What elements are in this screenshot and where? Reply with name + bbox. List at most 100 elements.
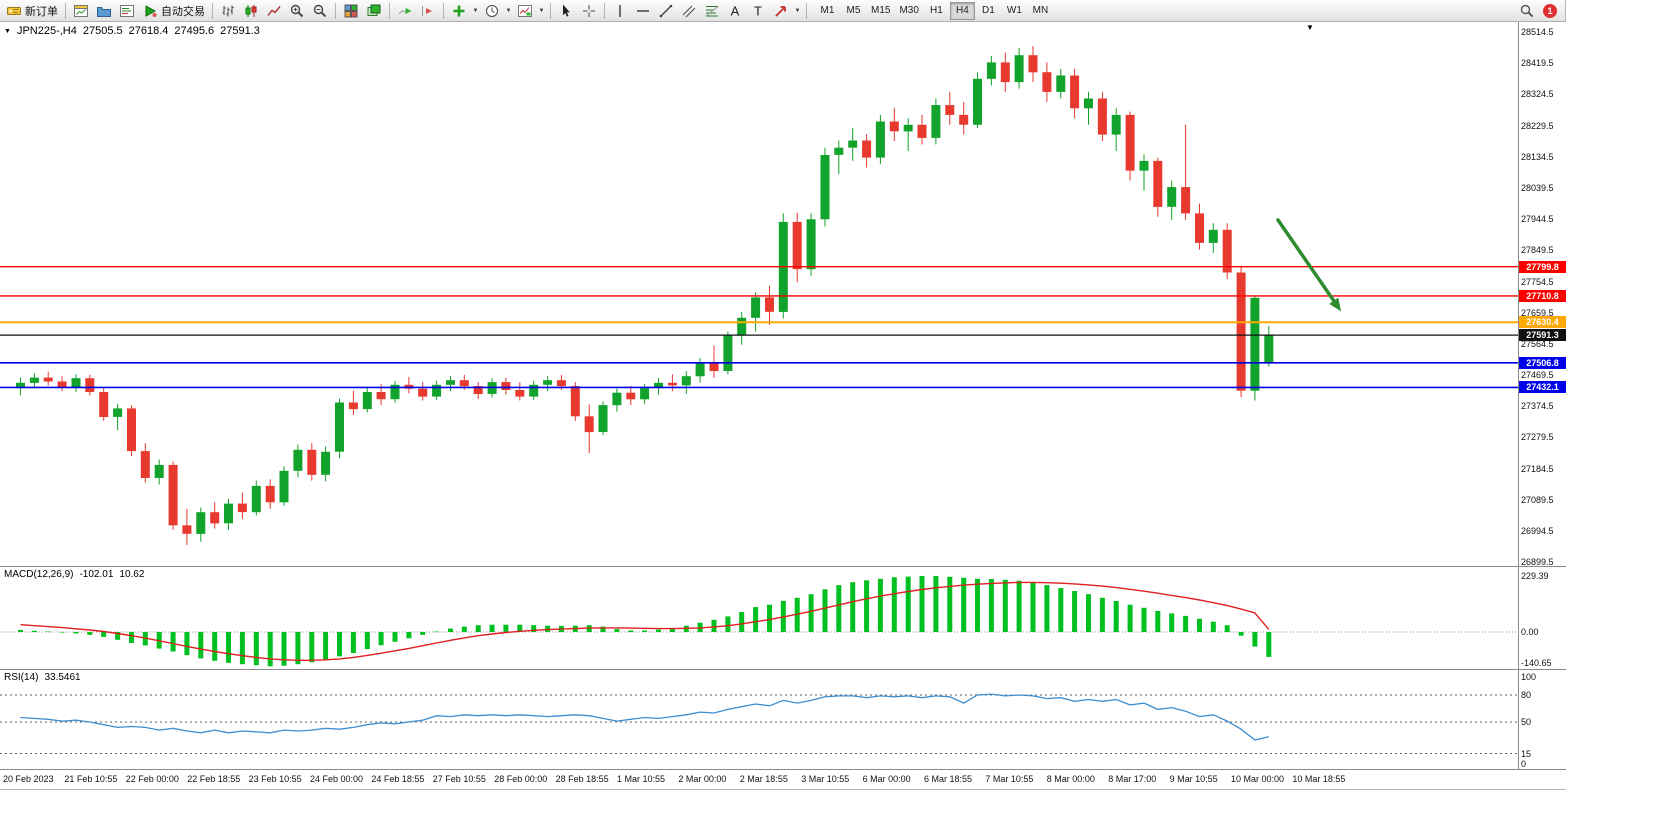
timeframe-m1[interactable]: M1 [815,2,840,20]
ohlc-open: 27505.5 [82,25,123,37]
time-axis-label: 24 Feb 00:00 [310,774,364,784]
time-axis-label: 27 Feb 10:55 [432,774,486,784]
toolbar: 新订单 自动交易 [0,0,1565,22]
trend-arrow-annotation[interactable] [1276,218,1342,312]
vertical-line-tool-button[interactable] [609,1,631,21]
macd-canvas [0,576,1518,667]
periods-button[interactable] [481,1,503,21]
new-order-button[interactable]: 新订单 [3,1,61,21]
rsi-axis-label: 80 [1521,690,1532,700]
timeframe-h1[interactable]: H1 [924,2,949,20]
toolbar-separator [443,2,444,19]
text-tool-button[interactable]: A [724,1,746,21]
price-level-tag: 27630.4 [1519,316,1566,329]
chart-shift-button[interactable] [417,1,439,21]
price-axis-label: 26994.5 [1521,526,1554,537]
price-axis-label: 27944.5 [1521,214,1554,225]
timeframe-m15[interactable]: M15 [867,2,894,20]
time-axis-label: 23 Feb 10:55 [248,774,302,784]
time-axis-label: 1 Mar 10:55 [617,774,666,784]
auto-trading-button[interactable]: 自动交易 [139,1,208,21]
rsi-label: RSI(14) 33.5461 [4,672,81,683]
candlestick-chart-button[interactable] [240,1,262,21]
horizontal-line-icon [637,9,649,12]
rsi-axis[interactable]: 100 80 50 15 0 [1518,670,1566,769]
search-button[interactable] [1516,1,1538,21]
templates-icon [518,4,532,17]
bar-chart-button[interactable] [217,1,239,21]
templates-button[interactable] [514,1,536,21]
channel-tool-button[interactable] [678,1,700,21]
trendline-tool-button[interactable] [655,1,677,21]
macd-histogram [18,576,1272,667]
new-order-label: 新订单 [25,5,58,18]
periods-dropdown-caret[interactable]: ▼ [505,7,512,14]
ohlc-close: 27591.3 [220,25,260,37]
rsi-line [20,693,1269,741]
macd-label: MACD(12,26,9) -102.01 10.62 [4,569,144,580]
rsi-plot[interactable]: RSI(14) 33.5461 [0,670,1518,769]
trendline-icon [659,4,673,17]
price-level-tag: 27506.8 [1519,356,1566,369]
auto-scroll-button[interactable] [394,1,416,21]
price-chart-plot[interactable]: ▼ JPN225-,H4 27505.5 27618.4 27495.6 275… [0,22,1518,566]
fibonacci-tool-button[interactable] [701,1,723,21]
indicators-plus-icon [453,5,465,16]
collapse-marker-icon[interactable]: ▼ [4,27,11,35]
time-axis-label: 3 Mar 10:55 [801,774,850,784]
arrows-icon [775,5,786,17]
price-axis-label: 27754.5 [1521,276,1554,287]
search-icon [1520,4,1534,17]
timeframe-m5[interactable]: M5 [841,2,866,20]
text-label-tool-button[interactable]: T [747,1,769,21]
macd-axis-label: 0.00 [1521,627,1539,637]
crosshair-tool-button[interactable] [578,1,600,21]
time-axis-label: 20 Feb 2023 [3,774,54,784]
timeframe-w1[interactable]: W1 [1002,2,1027,20]
profiles-folder-icon [97,6,111,17]
timeframe-h4[interactable]: H4 [949,1,975,20]
indicators-dropdown-caret[interactable]: ▼ [472,7,479,14]
chart-window-button[interactable] [70,1,92,21]
macd-plot[interactable]: MACD(12,26,9) -102.01 10.62 [0,567,1518,669]
timeframe-mn[interactable]: MN [1028,2,1053,20]
cascade-windows-button[interactable] [363,1,385,21]
arrows-dropdown-caret[interactable]: ▼ [794,7,801,14]
horizontal-line-tool-button[interactable] [632,1,654,21]
tile-windows-button[interactable] [340,1,362,21]
zoom-out-button[interactable] [309,1,331,21]
price-chart-canvas[interactable] [0,22,1518,566]
zoom-in-button[interactable] [286,1,308,21]
ohlc-low: 27495.6 [174,25,215,37]
price-axis-label: 28229.5 [1521,120,1554,131]
price-axis-label: 27089.5 [1521,494,1554,505]
price-axis[interactable]: 28514.5 28419.5 28324.5 28229.5 28134.5 28039… [1518,22,1566,567]
price-level-tag: 27799.8 [1519,260,1566,273]
time-axis-label: 7 Mar 10:55 [985,774,1034,784]
toolbar-separator [806,2,807,19]
timeframe-m30[interactable]: M30 [895,2,922,20]
price-axis-label: 27279.5 [1521,432,1554,443]
macd-panel: MACD(12,26,9) -102.01 10.62 229.39 0.00 -1… [0,566,1566,669]
rsi-panel: RSI(14) 33.5461 100 80 50 15 0 [0,669,1566,769]
time-axis[interactable]: 20 Feb 2023 21 Feb 10:55 22 Feb 00:00 22 Fe… [0,769,1566,789]
indicators-button[interactable] [448,1,470,21]
price-axis-label: 27659.5 [1521,307,1554,318]
price-axis-label: 27849.5 [1521,245,1554,256]
time-axis-label: 6 Mar 00:00 [862,774,911,784]
cursor-tool-button[interactable] [555,1,577,21]
line-chart-button[interactable] [263,1,285,21]
profiles-button[interactable] [93,1,115,21]
arrows-tool-button[interactable] [770,1,792,21]
price-level-tag: 27591.3 [1519,329,1566,342]
chart-shift-marker-icon[interactable]: ▼ [1306,23,1314,32]
market-watch-button[interactable] [116,1,138,21]
timeframe-toolbar: M1 M5 M15 M30 H1 H4 D1 W1 MN [815,1,1053,20]
horizontal-lines-layer[interactable] [0,265,1518,389]
timeframe-d1[interactable]: D1 [976,2,1001,20]
macd-axis[interactable]: 229.39 0.00 -140.65 [1518,567,1566,669]
templates-dropdown-caret[interactable]: ▼ [538,7,545,14]
auto-trading-label: 自动交易 [161,5,205,18]
notification-badge[interactable]: 1 [1543,3,1557,18]
cursor-icon [563,4,570,17]
